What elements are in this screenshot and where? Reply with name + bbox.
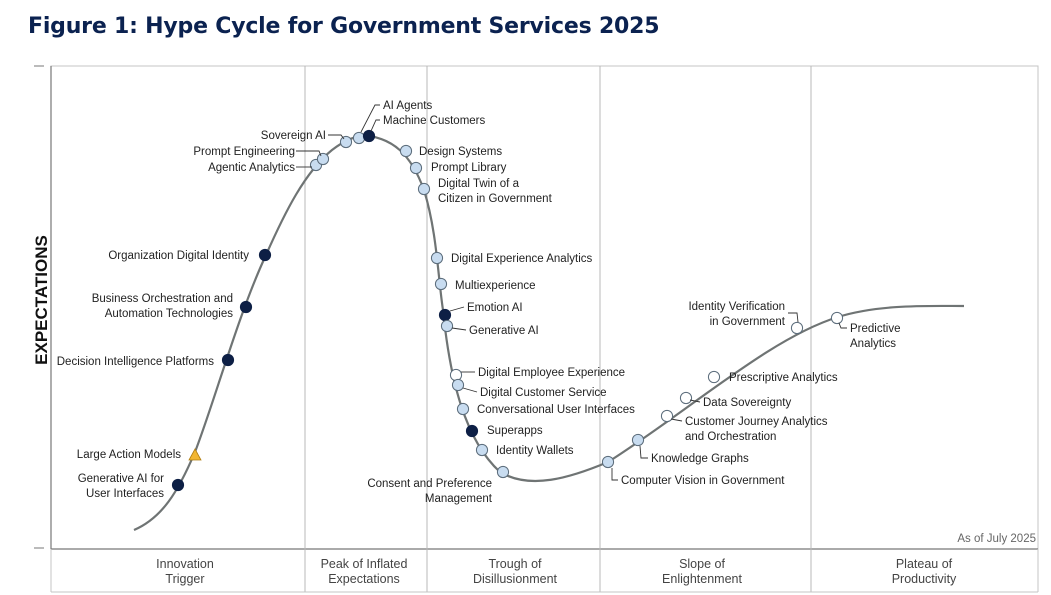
leader-line-machine-customers — [370, 119, 380, 132]
label-consent-and-preference-management: Consent and Preference Management — [367, 478, 492, 505]
label-prescriptive-analytics: Prescriptive Analytics — [729, 372, 838, 384]
technology-markers — [171, 129, 844, 492]
label-machine-customers: Machine Customers — [383, 115, 486, 127]
label-sovereign-ai: Sovereign AI — [261, 130, 326, 142]
marker-conversational-user-interfaces — [456, 402, 470, 416]
label-ai-agents: AI Agents — [383, 100, 432, 112]
label-digital-experience-analytics: Digital Experience Analytics — [451, 253, 593, 265]
phase-label-trough-of-disillusionment: Trough of Disillusionment — [473, 557, 558, 586]
leader-line-ai-agents — [360, 104, 380, 133]
label-computer-vision-in-government: Computer Vision in Government — [621, 475, 785, 487]
leader-line-digital-customer-service — [462, 387, 478, 393]
marker-predictive-analytics — [830, 311, 844, 325]
leader-line-data-sovereignty — [689, 399, 701, 403]
marker-data-sovereignty — [679, 391, 693, 405]
marker-identity-verification-in-government — [790, 321, 804, 335]
label-superapps: Superapps — [487, 425, 543, 437]
phase-label-peak-of-inflated-expectations: Peak of Inflated Expectations — [321, 557, 408, 586]
marker-customer-journey-analytics-and-orchestration — [660, 409, 674, 423]
phase-dividers — [304, 66, 812, 592]
marker-generative-ai-for-user-interfaces — [171, 478, 185, 492]
label-predictive-analytics: Predictive Analytics — [850, 323, 901, 350]
label-emotion-ai: Emotion AI — [467, 302, 523, 314]
label-organization-digital-identity: Organization Digital Identity — [108, 250, 249, 262]
marker-digital-employee-experience — [449, 368, 463, 382]
label-digital-twin-of-a-citizen-in-government: Digital Twin of a Citizen in Government — [438, 178, 553, 205]
label-digital-customer-service: Digital Customer Service — [480, 387, 607, 399]
label-digital-employee-experience: Digital Employee Experience — [478, 367, 625, 379]
marker-business-orchestration-and-automation-technologies — [239, 300, 253, 314]
label-prompt-engineering: Prompt Engineering — [193, 146, 295, 158]
hype-curve — [133, 134, 965, 532]
label-design-systems: Design Systems — [419, 146, 502, 158]
label-generative-ai-for-user-interfaces: Generative AI for User Interfaces — [78, 473, 165, 500]
marker-consent-and-preference-management — [496, 465, 510, 479]
figure-title: Figure 1: Hype Cycle for Government Serv… — [28, 14, 660, 39]
leader-line-customer-journey-analytics-and-orchestration — [670, 418, 683, 422]
label-prompt-library: Prompt Library — [431, 162, 507, 174]
marker-computer-vision-in-government — [601, 455, 615, 469]
marker-ai-agents — [352, 131, 366, 145]
marker-machine-customers — [362, 129, 376, 143]
marker-design-systems — [399, 144, 413, 158]
marker-identity-wallets — [475, 443, 489, 457]
label-identity-wallets: Identity Wallets — [496, 445, 574, 457]
marker-prompt-engineering — [316, 152, 330, 166]
leader-line-emotion-ai — [449, 306, 465, 312]
leader-line-sovereign-ai — [328, 134, 345, 140]
leader-line-predictive-analytics — [838, 322, 847, 329]
marker-digital-twin-of-a-citizen-in-government — [417, 182, 431, 196]
marker-organization-digital-identity — [258, 248, 272, 262]
y-axis-label: EXPECTATIONS — [32, 235, 51, 365]
marker-knowledge-graphs — [631, 433, 645, 447]
phase-label-slope-of-enlightenment: Slope of Enlightenment — [662, 557, 742, 586]
phase-label-innovation-trigger: Innovation Trigger — [156, 557, 214, 586]
label-data-sovereignty: Data Sovereignty — [703, 397, 791, 409]
label-large-action-models: Large Action Models — [77, 449, 181, 461]
marker-prompt-library — [409, 161, 423, 175]
leader-line-knowledge-graphs — [639, 445, 648, 459]
label-decision-intelligence-platforms: Decision Intelligence Platforms — [57, 356, 214, 368]
as-of-note: As of July 2025 — [957, 533, 1036, 545]
marker-sovereign-ai — [339, 135, 353, 149]
leader-line-computer-vision-in-government — [611, 468, 618, 481]
label-customer-journey-analytics-and-orchestration: Customer Journey Analytics and Orchestrat… — [685, 416, 828, 443]
marker-large-action-models — [188, 448, 202, 461]
label-conversational-user-interfaces: Conversational User Interfaces — [477, 404, 635, 416]
marker-emotion-ai — [438, 308, 452, 322]
marker-digital-customer-service — [451, 378, 465, 392]
leader-line-identity-verification-in-government — [788, 312, 799, 323]
label-agentic-analytics: Agentic Analytics — [208, 162, 295, 174]
marker-superapps — [465, 424, 479, 438]
marker-prescriptive-analytics — [707, 370, 721, 384]
marker-multiexperience — [434, 277, 448, 291]
label-identity-verification-in-government: Identity Verification in Government — [688, 301, 785, 328]
label-business-orchestration-and-automation-technologies: Business Orchestration and Automation Tec… — [92, 293, 234, 320]
phase-label-plateau-of-productivity: Plateau of Productivity — [892, 557, 957, 586]
marker-digital-experience-analytics — [430, 251, 444, 265]
label-knowledge-graphs: Knowledge Graphs — [651, 453, 749, 465]
leader-line-prompt-engineering — [296, 150, 322, 157]
label-generative-ai: Generative AI — [469, 325, 539, 337]
marker-decision-intelligence-platforms — [221, 353, 235, 367]
leader-line-generative-ai — [451, 327, 467, 331]
technology-labels: Generative AI for User Interfaces Large Ac… — [57, 100, 901, 505]
phase-labels: Innovation Trigger Peak of Inflated Expecta… — [156, 557, 957, 586]
label-multiexperience: Multiexperience — [455, 280, 536, 292]
marker-generative-ai — [440, 319, 454, 333]
